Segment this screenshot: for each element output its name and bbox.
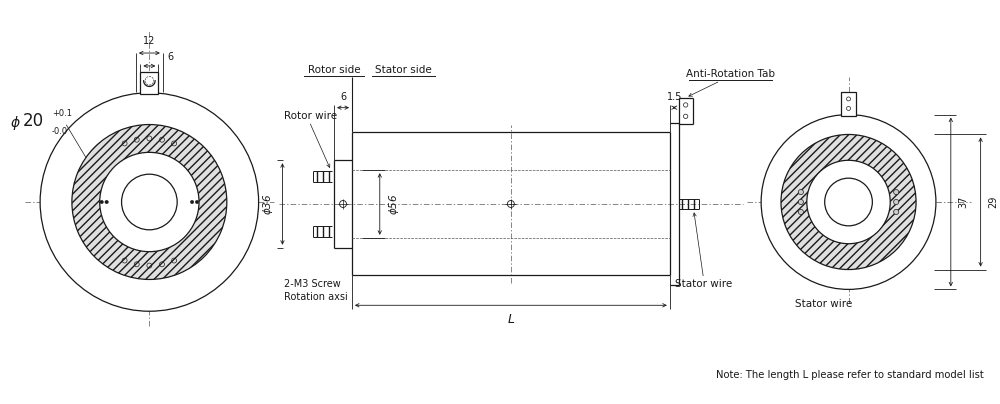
Circle shape bbox=[761, 115, 936, 289]
Circle shape bbox=[100, 200, 103, 204]
Text: +0.1: +0.1 bbox=[52, 109, 72, 118]
Circle shape bbox=[40, 93, 259, 311]
Text: 12: 12 bbox=[143, 36, 156, 46]
Text: 29: 29 bbox=[989, 196, 999, 208]
Circle shape bbox=[798, 189, 803, 195]
Text: $\phi$: $\phi$ bbox=[10, 114, 21, 132]
Circle shape bbox=[190, 200, 194, 204]
Text: Anti-Rotation Tab: Anti-Rotation Tab bbox=[686, 69, 775, 79]
Text: 37: 37 bbox=[959, 196, 969, 208]
Circle shape bbox=[195, 200, 199, 204]
Text: $\phi$36: $\phi$36 bbox=[261, 193, 275, 215]
Circle shape bbox=[894, 200, 899, 204]
Circle shape bbox=[798, 209, 803, 215]
Text: L: L bbox=[507, 313, 514, 326]
Text: 6: 6 bbox=[167, 52, 173, 62]
Text: Rotor side: Rotor side bbox=[308, 65, 360, 75]
Text: 1.5: 1.5 bbox=[667, 92, 682, 102]
Text: Rotation axsi: Rotation axsi bbox=[284, 292, 348, 302]
Text: -0.0: -0.0 bbox=[52, 127, 68, 136]
Text: Stator wire: Stator wire bbox=[675, 280, 732, 289]
Text: Stator side: Stator side bbox=[375, 65, 432, 75]
Text: $\phi$56: $\phi$56 bbox=[387, 193, 401, 215]
Text: 6: 6 bbox=[340, 92, 346, 102]
Circle shape bbox=[894, 209, 899, 215]
Circle shape bbox=[894, 189, 899, 195]
Text: 20: 20 bbox=[23, 112, 44, 130]
Circle shape bbox=[825, 178, 872, 226]
Text: Rotor wire: Rotor wire bbox=[284, 111, 338, 120]
Text: 2-M3 Screw: 2-M3 Screw bbox=[284, 280, 341, 289]
Text: Stator wire: Stator wire bbox=[795, 299, 852, 309]
Circle shape bbox=[105, 200, 108, 204]
Circle shape bbox=[122, 174, 177, 230]
Circle shape bbox=[798, 200, 803, 204]
Bar bbox=[140, 72, 158, 94]
Bar bbox=[841, 92, 856, 116]
Text: Note: The length L please refer to standard model list: Note: The length L please refer to stand… bbox=[716, 370, 984, 380]
